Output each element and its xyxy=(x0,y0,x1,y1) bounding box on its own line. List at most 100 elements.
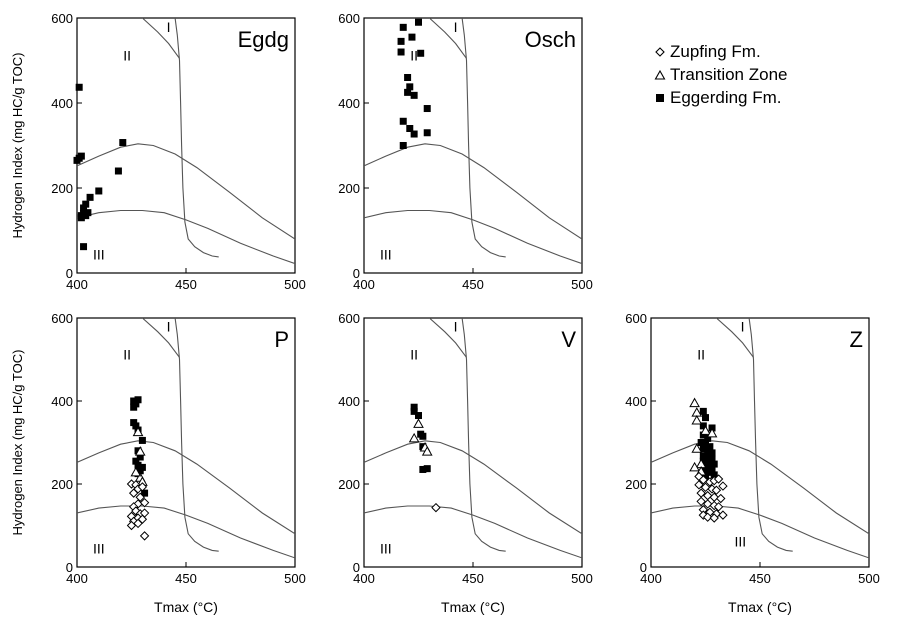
legend-label-transition: Transition Zone xyxy=(670,65,787,84)
y-tick-label: 200 xyxy=(338,477,360,492)
y-tick-label: 600 xyxy=(51,311,73,326)
data-point-square xyxy=(710,460,718,468)
data-point-square xyxy=(80,204,88,212)
x-axis-label: Tmax (°C) xyxy=(728,599,792,615)
y-tick-label: 600 xyxy=(625,311,647,326)
y-axis-label: Hydrogen Index (mg HC/g TOC) xyxy=(10,53,25,239)
data-point-square xyxy=(706,468,714,476)
maturity-boundary xyxy=(461,18,506,258)
panel-title: Osch xyxy=(525,27,576,52)
x-tick-label: 400 xyxy=(353,571,375,586)
data-point-diamond xyxy=(135,492,145,502)
data-point-triangle xyxy=(132,426,144,437)
x-tick-label: 400 xyxy=(640,571,662,586)
data-point-square xyxy=(423,465,431,473)
y-tick-label: 200 xyxy=(625,477,647,492)
data-point-square xyxy=(138,436,146,444)
data-point-triangle xyxy=(408,432,420,443)
series-diamond xyxy=(431,502,441,513)
legend-marker-square xyxy=(656,94,664,102)
type-i-boundary xyxy=(429,18,467,59)
data-point-square xyxy=(77,214,85,222)
data-point-diamond xyxy=(139,531,150,541)
data-point-square xyxy=(397,48,405,56)
data-point-diamond xyxy=(709,492,719,502)
data-point-triangle xyxy=(130,466,142,477)
panel-title: Z xyxy=(850,327,863,352)
data-point-square xyxy=(399,23,407,31)
y-tick-label: 0 xyxy=(640,560,647,575)
plot-frame xyxy=(76,317,296,568)
x-tick-label: 450 xyxy=(175,277,197,292)
y-tick-label: 0 xyxy=(66,266,73,281)
maturity-boundary xyxy=(174,318,219,552)
type-i-boundary xyxy=(716,318,754,358)
data-point-square xyxy=(399,117,407,125)
type-i-boundary xyxy=(142,318,180,358)
maturity-boundary xyxy=(174,18,219,258)
series-triangle xyxy=(408,418,433,456)
legend-marker-triangle xyxy=(654,69,666,80)
data-point-diamond xyxy=(128,488,139,498)
data-point-square xyxy=(699,457,707,465)
x-tick-label: 500 xyxy=(571,277,593,292)
x-axis-label: Tmax (°C) xyxy=(441,599,505,615)
maturity-boundary xyxy=(461,318,506,552)
data-point-square xyxy=(423,105,431,113)
data-point-square xyxy=(136,453,144,461)
data-point-square xyxy=(699,407,707,415)
data-point-diamond xyxy=(126,520,137,531)
y-tick-label: 600 xyxy=(338,311,360,326)
data-point-square xyxy=(704,454,712,462)
x-tick-label: 500 xyxy=(571,571,593,586)
data-point-triangle xyxy=(700,425,711,435)
y-tick-label: 200 xyxy=(51,181,73,196)
data-point-square xyxy=(415,18,422,26)
y-tick-label: 400 xyxy=(338,394,360,409)
kerogen-boundary-upper xyxy=(77,143,295,240)
data-point-square xyxy=(77,152,85,160)
y-tick-label: 200 xyxy=(338,181,360,196)
data-point-diamond xyxy=(696,496,706,507)
kerogen-boundary-lower xyxy=(77,209,295,265)
data-point-square xyxy=(84,209,92,217)
data-point-square xyxy=(706,459,714,467)
series-square xyxy=(397,18,431,149)
y-tick-label: 400 xyxy=(338,96,360,111)
zone-label-i: I xyxy=(454,19,458,35)
data-point-square xyxy=(130,403,138,411)
panel-title: P xyxy=(274,327,289,352)
zone-label-ii: II xyxy=(410,347,418,363)
data-point-square xyxy=(134,461,142,469)
zone-label-ii: II xyxy=(410,48,418,64)
data-point-square xyxy=(708,455,716,463)
data-point-diamond xyxy=(700,482,711,493)
series-triangle xyxy=(689,397,718,476)
data-point-square xyxy=(406,83,414,91)
data-point-square xyxy=(82,200,90,208)
x-tick-label: 500 xyxy=(284,277,306,292)
data-point-square xyxy=(419,465,427,473)
x-tick-label: 400 xyxy=(66,277,88,292)
plot-frame xyxy=(363,317,583,568)
kerogen-boundary-upper xyxy=(77,440,295,535)
data-point-square xyxy=(410,403,418,411)
zone-label-ii: II xyxy=(697,347,705,363)
data-point-diamond xyxy=(713,502,724,512)
data-point-square xyxy=(408,33,416,41)
plot-frame xyxy=(650,317,870,568)
data-point-diamond xyxy=(716,493,726,504)
data-point-square xyxy=(423,129,431,137)
y-tick-label: 600 xyxy=(338,11,360,26)
data-point-square xyxy=(406,125,414,132)
data-point-square xyxy=(75,83,83,91)
zone-label-iii: III xyxy=(93,541,105,557)
x-tick-label: 400 xyxy=(353,277,375,292)
x-tick-label: 450 xyxy=(462,277,484,292)
type-i-boundary xyxy=(142,18,180,59)
data-point-square xyxy=(141,489,149,497)
data-point-diamond xyxy=(711,485,722,495)
zone-label-ii: II xyxy=(123,48,131,64)
